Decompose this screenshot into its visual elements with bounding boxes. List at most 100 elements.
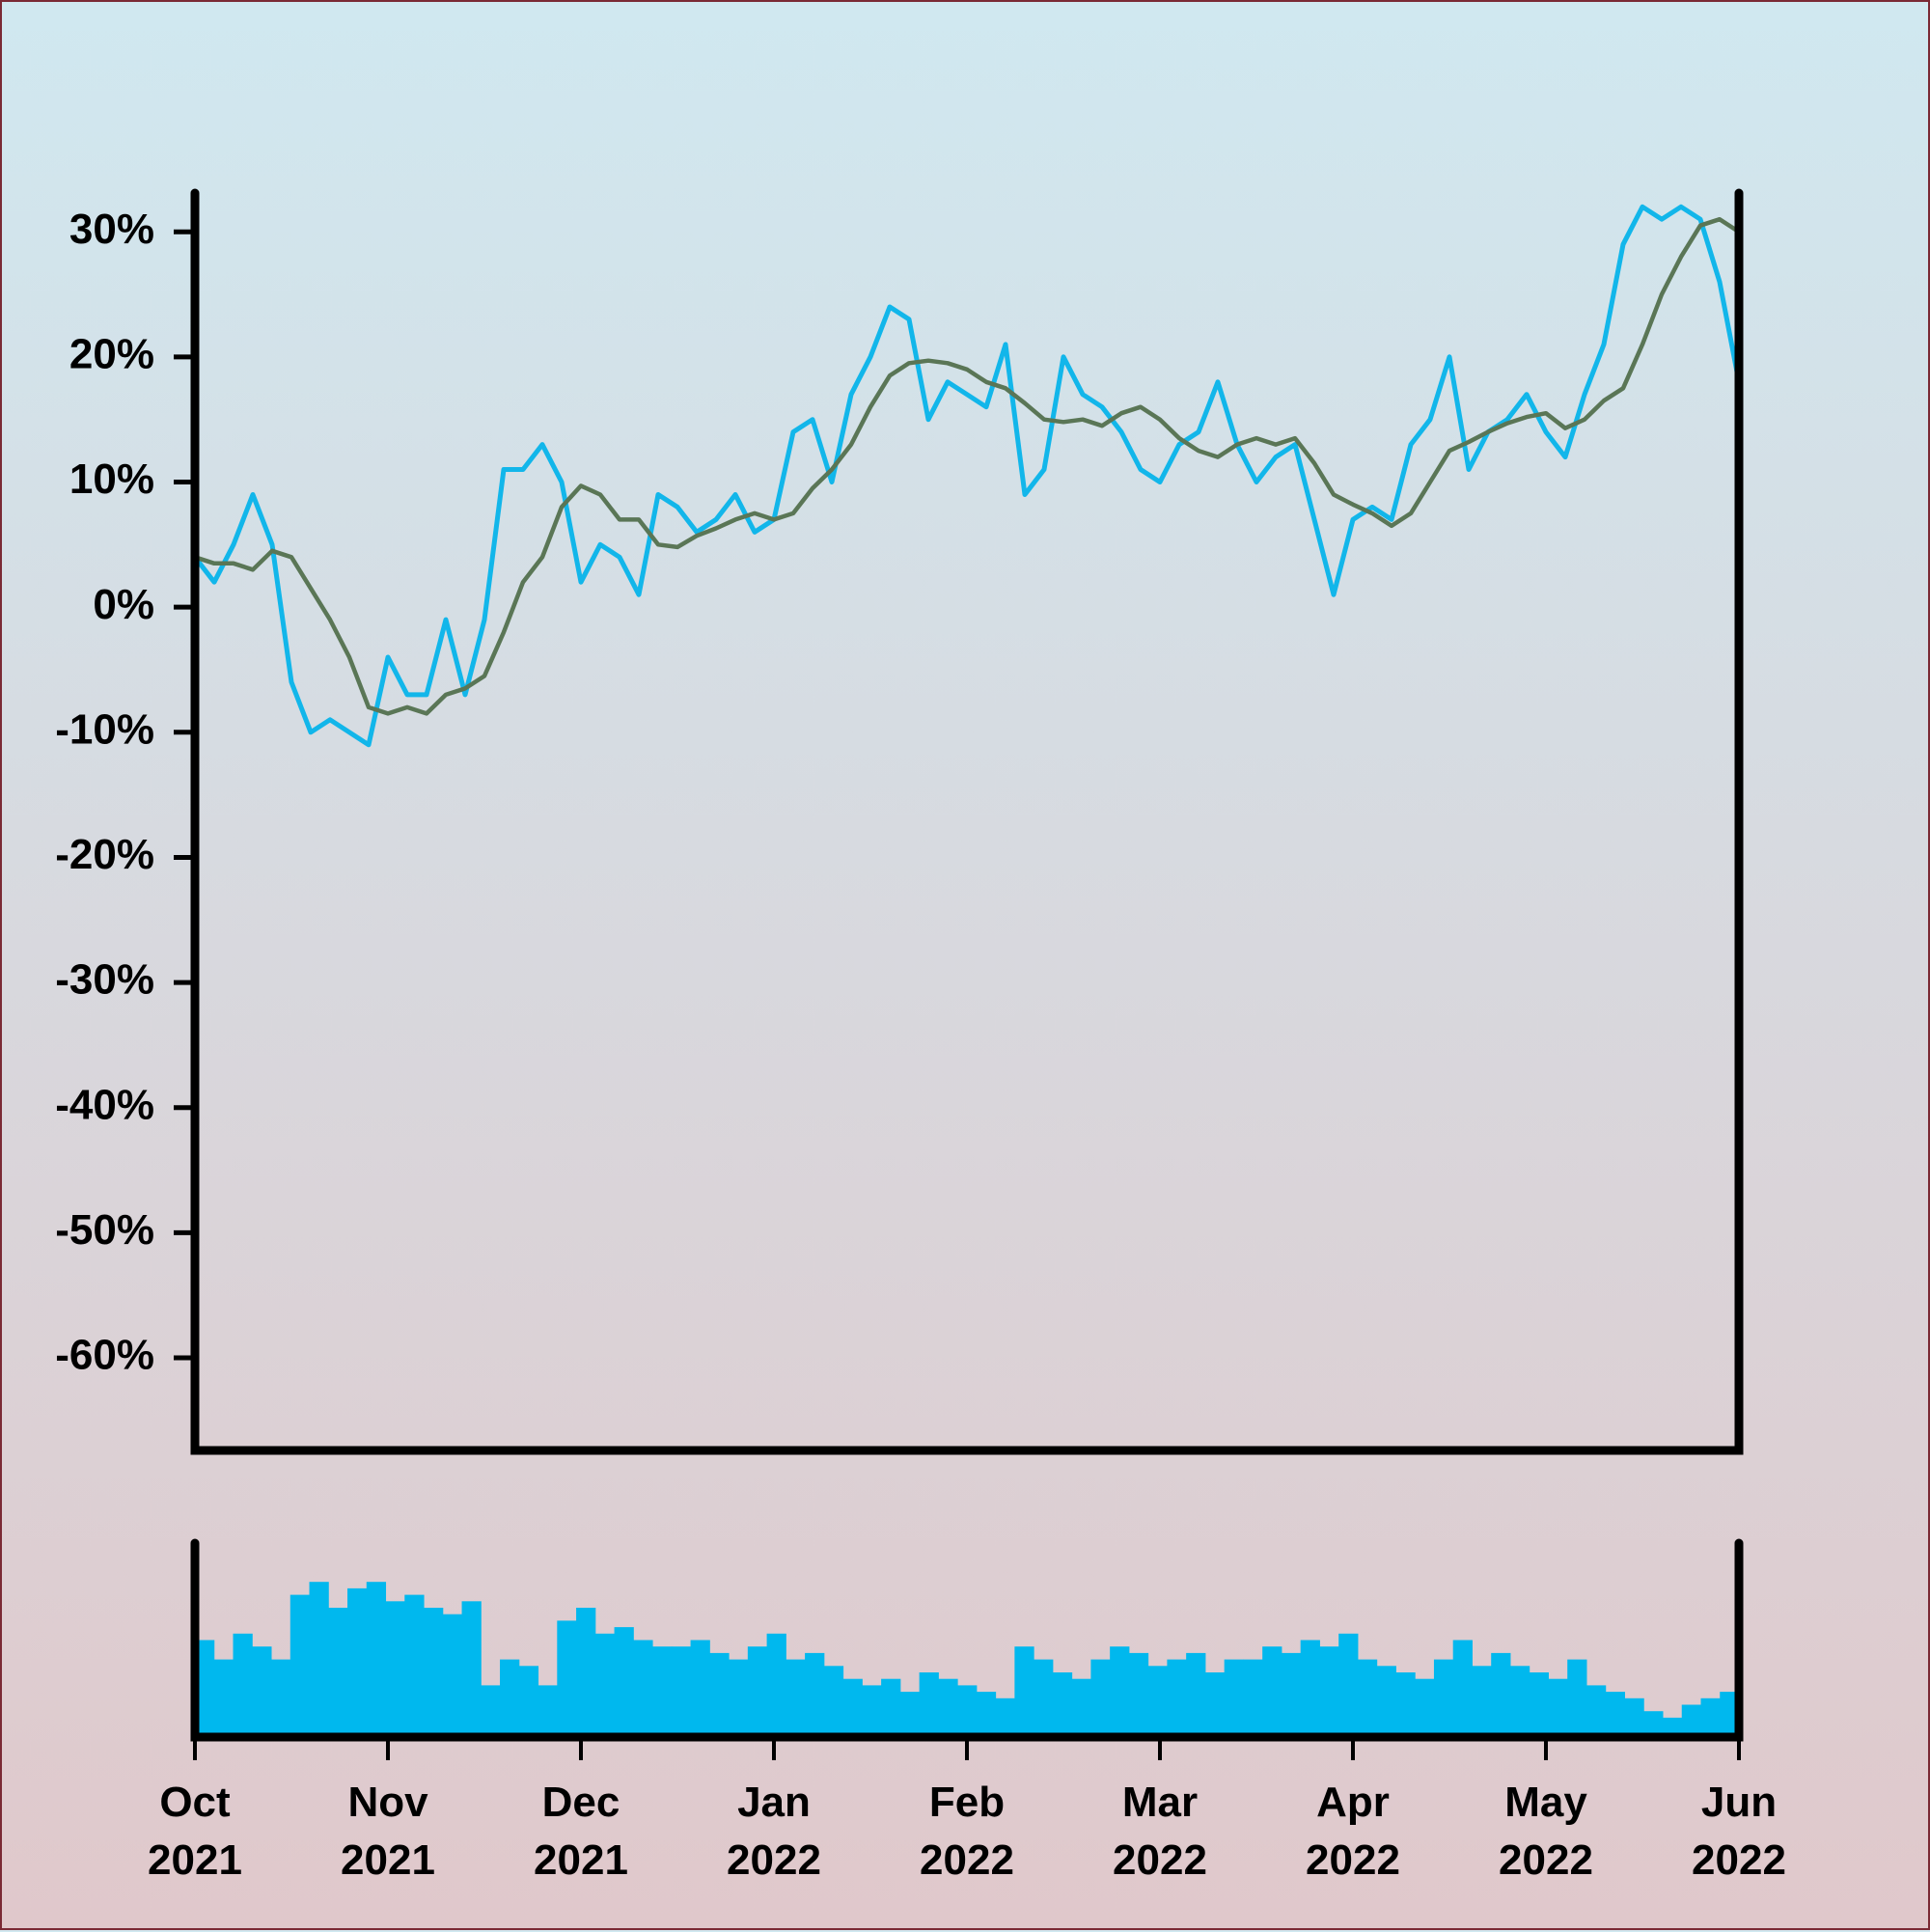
volume-bar [1071, 1678, 1091, 1737]
volume-bar [1128, 1652, 1149, 1737]
volume-bar [481, 1685, 501, 1737]
x-tick-label: Apr 2022 [1306, 1779, 1400, 1884]
volume-bar [976, 1692, 997, 1737]
volume-bar [1662, 1717, 1683, 1737]
volume-bar [1090, 1659, 1111, 1737]
y-tick-label: 20% [69, 330, 154, 377]
volume-bar [1415, 1678, 1435, 1737]
volume-bar [1376, 1666, 1396, 1737]
volume-bar [1700, 1697, 1721, 1737]
volume-bar [823, 1666, 844, 1737]
volume-bar [347, 1587, 368, 1737]
volume-bar [1624, 1697, 1644, 1737]
volume-bar [1300, 1640, 1320, 1737]
volume-bar [1529, 1672, 1549, 1737]
volume-bar [614, 1627, 634, 1737]
volume-bar [938, 1678, 958, 1737]
volume-bar [709, 1652, 730, 1737]
volume-bar [995, 1697, 1015, 1737]
volume-bar [1338, 1633, 1359, 1737]
volume-bar [747, 1646, 768, 1737]
volume-bar [195, 1640, 215, 1737]
y-tick-label: -30% [55, 956, 154, 1004]
volume-bar [919, 1672, 939, 1737]
volume-bar [1472, 1666, 1492, 1737]
y-tick-label: 0% [93, 581, 154, 628]
line-series [194, 216, 1741, 716]
volume-bar [1509, 1666, 1530, 1737]
y-tick-label: -20% [55, 831, 154, 878]
y-tick-label: 10% [69, 455, 154, 503]
volume-bar [1186, 1652, 1206, 1737]
volume-bar [309, 1582, 329, 1737]
volume-bar [899, 1692, 921, 1737]
volume-bar [442, 1614, 463, 1737]
volume-bar [652, 1646, 673, 1737]
x-tick-label: Jan 2022 [727, 1779, 821, 1884]
volume-bar [862, 1685, 882, 1737]
volume-bar [500, 1659, 520, 1737]
volume-bar [881, 1678, 901, 1737]
volume-bar [557, 1620, 577, 1737]
volume-bar [1605, 1692, 1625, 1737]
volume-bar [786, 1659, 806, 1737]
volume-bar [729, 1659, 749, 1737]
volume-bar [424, 1608, 444, 1737]
volume-bar [1224, 1659, 1244, 1737]
volume-bar [328, 1608, 348, 1737]
volume-bar [252, 1646, 272, 1737]
volume-bar [1681, 1704, 1701, 1737]
volume-bar [290, 1594, 311, 1737]
volume-bar [385, 1601, 405, 1737]
x-tick-label: May 2022 [1499, 1779, 1593, 1884]
volume-bar [538, 1685, 558, 1737]
volume-bar [690, 1640, 710, 1737]
volume-bar [1585, 1685, 1607, 1737]
axis-frame [190, 188, 1744, 1455]
volume-bar [1052, 1672, 1073, 1737]
volume-bar [671, 1646, 692, 1737]
x-tick-label: Dec 2021 [534, 1779, 628, 1884]
x-tick-label: Oct 2021 [148, 1779, 242, 1884]
volume-bar [1034, 1659, 1054, 1737]
volume-bar [1357, 1659, 1378, 1737]
volume-bar [1452, 1640, 1473, 1737]
volume-bar [233, 1633, 253, 1737]
volume-bar [1014, 1646, 1034, 1737]
y-tick-label: -40% [55, 1081, 154, 1128]
volume-bar [271, 1659, 291, 1737]
volume-bar [766, 1633, 786, 1737]
volume-bar [576, 1608, 596, 1737]
volume-bar [842, 1678, 863, 1737]
volume-bar [1491, 1652, 1511, 1737]
volume-bar [1147, 1666, 1168, 1737]
volume-bar [805, 1652, 825, 1737]
volume-bar [1262, 1646, 1282, 1737]
volume-bar [461, 1601, 482, 1737]
volume-bar [1204, 1672, 1226, 1737]
volume-bar [957, 1685, 978, 1737]
axis-frame [190, 1538, 1744, 1742]
volume-bar [1243, 1659, 1263, 1737]
y-tick-label: 30% [69, 206, 154, 253]
volume-bar [1110, 1646, 1130, 1737]
x-tick-label: Feb 2022 [920, 1779, 1014, 1884]
volume-bar [594, 1633, 616, 1737]
volume-bar [366, 1582, 387, 1737]
volume-bar [1548, 1678, 1568, 1737]
volume-bar [1319, 1646, 1339, 1737]
y-tick-label: -60% [55, 1332, 154, 1379]
x-tick-label: Nov 2021 [341, 1779, 435, 1884]
volume-bar [213, 1659, 234, 1737]
volume-bar [1281, 1652, 1302, 1737]
volume-bar [518, 1666, 539, 1737]
volume-bar [404, 1594, 425, 1737]
volume-bar [1643, 1711, 1664, 1737]
line-series [193, 204, 1742, 748]
volume-bar [1720, 1692, 1740, 1737]
x-tick-label: Jun 2022 [1692, 1779, 1786, 1884]
volume-bar [1567, 1659, 1587, 1737]
volume-bar [1167, 1659, 1187, 1737]
volume-bar [1395, 1672, 1416, 1737]
